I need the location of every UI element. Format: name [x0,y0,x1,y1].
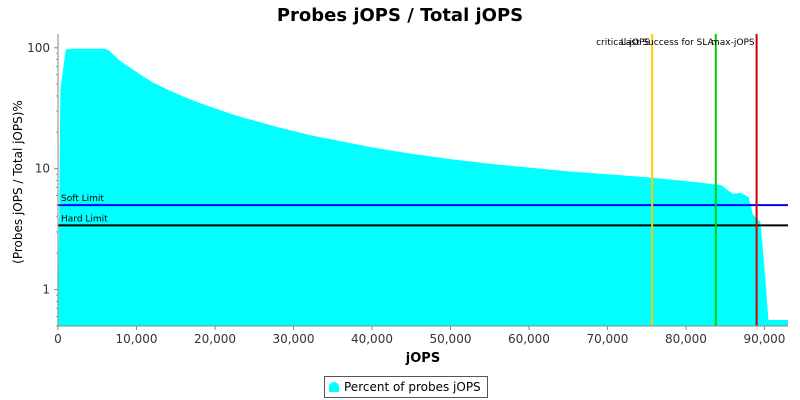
marker-label-2: max-jOPS [711,38,755,48]
legend-label: Percent of probes jOPS [344,380,481,394]
x-tick-label: 90,000 [743,332,785,346]
reference-line-label-0: Soft Limit [61,194,104,204]
x-tick-label: 40,000 [351,332,393,346]
series-area [58,48,788,327]
x-tick-label: 0 [54,332,62,346]
x-tick-label: 80,000 [665,332,707,346]
marker-label-0: critical-jOPS [596,38,650,48]
x-tick-label: 60,000 [508,332,550,346]
marker-label-1: Last Success for SLA [621,38,715,48]
y-tick-label: 1 [42,283,50,297]
x-tick-label: 30,000 [272,332,314,346]
y-tick-label: 10 [35,162,50,176]
x-tick-label: 20,000 [194,332,236,346]
chart-title: Probes jOPS / Total jOPS [277,5,523,26]
x-tick-label: 70,000 [586,332,628,346]
x-axis-label: jOPS [405,351,440,366]
legend: Percent of probes jOPS [324,376,488,398]
y-axis-label: (Probes jOPS / Total jOPS)% [11,100,25,264]
x-tick-label: 10,000 [115,332,157,346]
legend-swatch-icon [329,382,339,392]
reference-line-label-1: Hard Limit [61,214,108,224]
y-tick-label: 100 [27,41,50,55]
x-tick-label: 50,000 [429,332,471,346]
